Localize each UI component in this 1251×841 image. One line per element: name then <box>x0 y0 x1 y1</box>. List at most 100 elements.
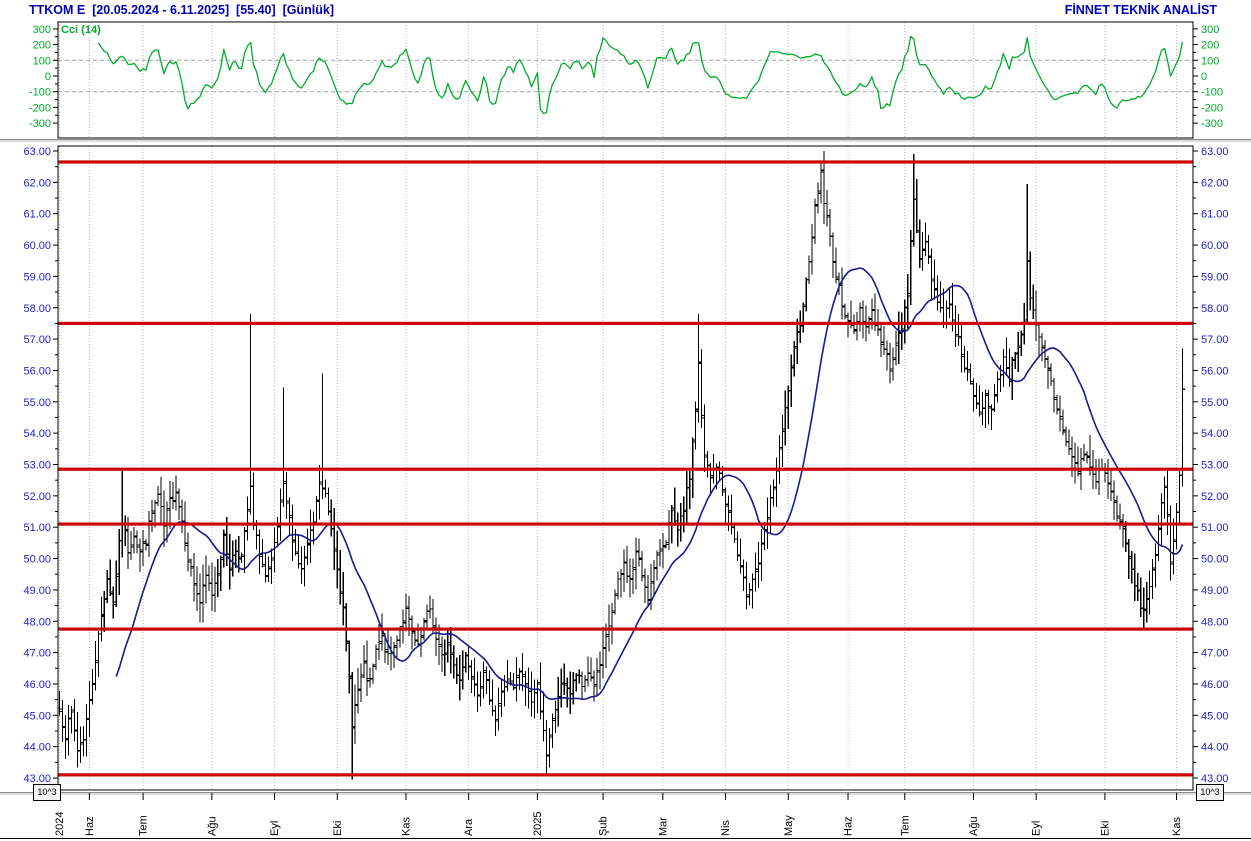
ohlc-bar <box>154 500 156 528</box>
close-tick <box>1177 511 1180 513</box>
ohlc-bar <box>656 550 658 581</box>
price-tick-label: 50.00 <box>23 554 51 566</box>
month-label: Haz <box>843 816 855 836</box>
open-tick <box>510 682 513 684</box>
ohlc-bar <box>387 630 389 665</box>
ohlc-bar <box>250 314 252 515</box>
ohlc-bar <box>1083 443 1085 462</box>
open-tick <box>973 395 976 398</box>
ohlc-bar <box>315 496 317 526</box>
close-tick <box>869 318 872 320</box>
close-tick <box>743 576 747 578</box>
open-tick <box>606 633 609 635</box>
open-tick <box>361 674 364 676</box>
open-tick <box>549 734 552 736</box>
open-tick <box>1051 380 1054 382</box>
ohlc-bar <box>957 313 960 347</box>
close-tick <box>412 630 415 632</box>
ohlc-bar <box>701 348 703 428</box>
ohlc-bar <box>1137 573 1139 601</box>
open-tick <box>86 717 89 719</box>
ohlc-bar <box>972 378 975 412</box>
close-tick <box>278 525 281 527</box>
moving-average-line <box>115 267 1184 701</box>
close-tick <box>639 558 642 561</box>
open-tick <box>271 557 275 559</box>
open-tick <box>600 664 603 666</box>
close-tick <box>1060 418 1063 420</box>
ohlc-bar <box>390 636 392 671</box>
ohlc-bar <box>342 572 344 626</box>
ohlc-bar <box>653 559 655 596</box>
close-tick <box>502 690 505 692</box>
open-tick <box>887 353 890 355</box>
ohlc-bar <box>1008 348 1010 387</box>
open-tick <box>1150 585 1153 588</box>
ohlc-bar <box>366 640 368 697</box>
ohlc-bar <box>963 345 966 373</box>
close-tick <box>1042 347 1045 349</box>
open-tick <box>1105 472 1108 474</box>
ohlc-bar <box>483 661 485 699</box>
open-tick <box>466 654 469 656</box>
open-tick <box>274 542 278 544</box>
close-tick <box>340 592 343 594</box>
ohlc-bar <box>569 671 571 715</box>
ohlc-bar <box>381 613 383 651</box>
open-tick <box>746 594 749 596</box>
close-tick <box>1048 367 1051 369</box>
open-tick <box>624 561 627 563</box>
cci-line <box>97 35 1184 115</box>
close-tick <box>1123 528 1126 530</box>
open-tick <box>283 482 286 485</box>
ohlc-bar <box>268 556 270 583</box>
open-tick <box>911 241 914 243</box>
close-tick <box>284 480 287 483</box>
ohlc-bar <box>1143 587 1145 629</box>
open-tick <box>436 638 439 640</box>
open-tick <box>702 415 705 417</box>
open-tick <box>961 353 965 355</box>
ohlc-bar <box>949 286 951 319</box>
price-tick-label: 55.00 <box>1201 397 1229 409</box>
ohlc-bar <box>943 288 945 328</box>
close-tick <box>746 596 750 598</box>
ohlc-bar <box>736 531 739 562</box>
open-tick <box>316 500 319 502</box>
month-label: Kas <box>400 817 412 836</box>
close-tick <box>917 229 920 231</box>
open-tick <box>570 693 573 695</box>
ohlc-bar <box>426 604 428 629</box>
open-tick <box>433 624 436 626</box>
ohlc-bar <box>805 277 807 312</box>
month-label: Ağu <box>206 816 218 836</box>
ohlc-bar <box>506 659 509 692</box>
open-tick <box>385 649 388 651</box>
close-tick <box>304 557 308 559</box>
close-tick <box>89 699 92 701</box>
ohlc-bar <box>166 501 168 543</box>
open-tick <box>245 530 248 532</box>
close-tick <box>1084 454 1087 456</box>
ohlc-bar <box>987 389 989 425</box>
close-tick <box>385 651 388 653</box>
ohlc-bar <box>829 209 831 247</box>
close-tick <box>797 331 800 333</box>
close-tick <box>1174 539 1177 541</box>
ohlc-bar <box>509 671 512 686</box>
price-tick-label: 49.00 <box>23 585 51 597</box>
ohlc-bar <box>814 198 816 244</box>
open-tick <box>286 500 289 502</box>
open-tick <box>1108 483 1111 485</box>
ohlc-bar <box>372 663 374 685</box>
ohlc-bar <box>336 530 338 589</box>
ohlc-bar <box>823 151 825 224</box>
ohlc-bar <box>500 679 503 718</box>
open-tick <box>603 647 606 650</box>
open-tick <box>1138 589 1141 591</box>
close-tick <box>905 306 908 308</box>
price-tick-label: 46.00 <box>23 679 51 691</box>
close-tick <box>358 688 361 690</box>
open-tick <box>382 635 385 637</box>
month-label: 2024 <box>54 812 66 836</box>
